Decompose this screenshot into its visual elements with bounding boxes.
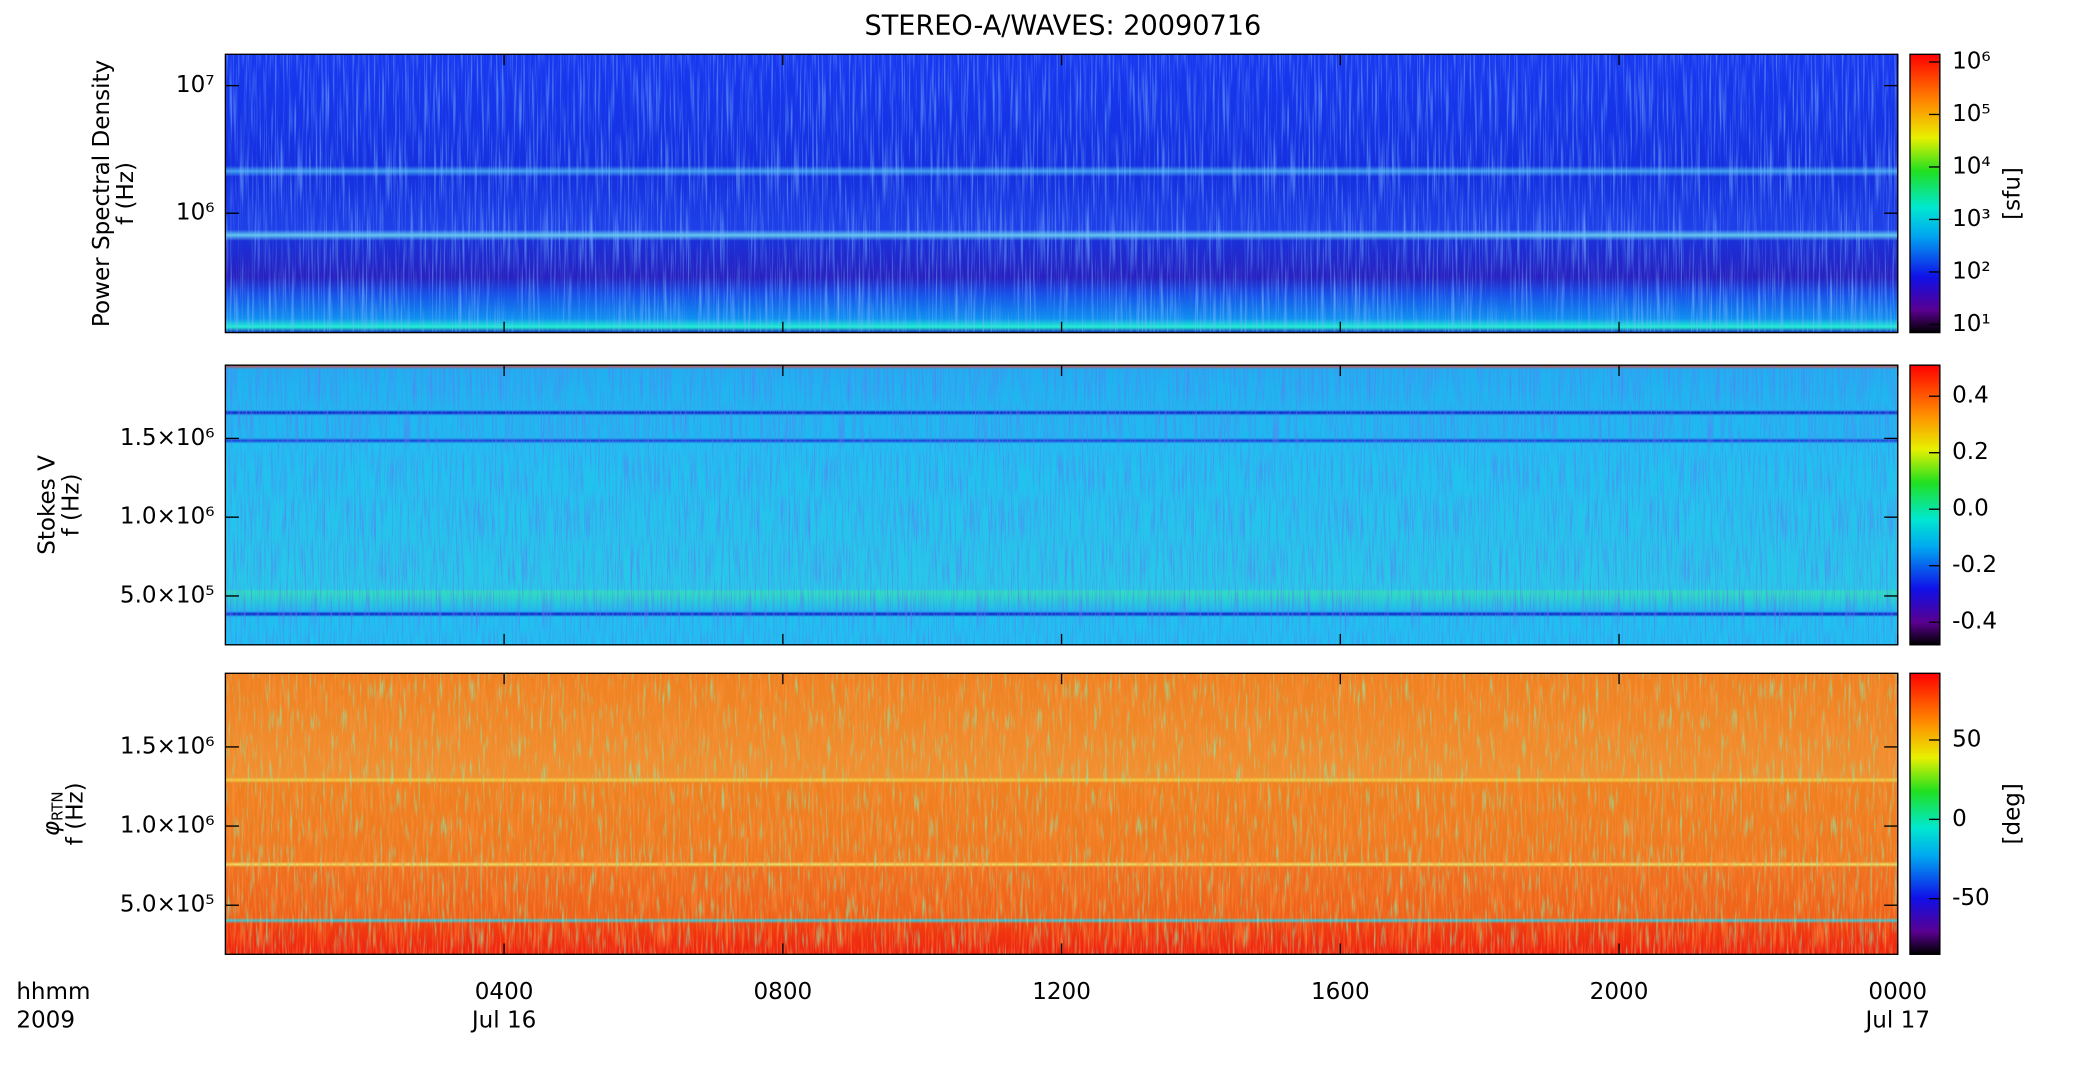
y-axis-title: Power Spectral Density bbox=[88, 60, 114, 327]
colorbar bbox=[1909, 53, 1941, 334]
x-tick-label: 0800 bbox=[753, 979, 812, 1005]
y-tick-label: 5.0×10⁵ bbox=[120, 582, 215, 608]
colorbar-tick-label: 0.0 bbox=[1952, 496, 1989, 522]
y-tick-label: 1.0×10⁶ bbox=[120, 813, 215, 839]
x-tick-label: 1200 bbox=[1032, 979, 1091, 1005]
y-tick-label: 10⁶ bbox=[176, 200, 215, 226]
y-axis-title-sub: RTN bbox=[48, 791, 66, 821]
y-tick-label: 1.5×10⁶ bbox=[120, 425, 215, 451]
y-tick-label: 1.5×10⁶ bbox=[120, 733, 215, 759]
colorbar-label-group: [sfu] bbox=[2000, 167, 2026, 220]
x-axis-label: 2009 bbox=[16, 1007, 75, 1033]
y-axis-unit: f (Hz) bbox=[58, 474, 84, 537]
y-axis-title: φRTN bbox=[38, 791, 66, 836]
x-tick-label: 2000 bbox=[1590, 979, 1649, 1005]
x-axis-label: hhmm bbox=[16, 979, 90, 1005]
colorbar-label: [sfu] bbox=[2000, 167, 2026, 220]
y-axis-unit: f (Hz) bbox=[113, 162, 139, 225]
y-axis-title-main: φ bbox=[38, 821, 64, 836]
y-tick-label: 10⁷ bbox=[176, 72, 215, 98]
y-axis-title: Stokes V bbox=[34, 455, 60, 555]
colorbar bbox=[1909, 364, 1941, 646]
x-tick-label: 1600 bbox=[1311, 979, 1370, 1005]
spectrogram-texture bbox=[225, 365, 1898, 645]
chart-title: STEREO-A/WAVES: 20090716 bbox=[865, 11, 1262, 42]
x-tick-label: 0000 bbox=[1868, 979, 1927, 1005]
colorbar bbox=[1909, 672, 1941, 955]
x-date-label: Jul 17 bbox=[1864, 1007, 1931, 1033]
spectrogram-texture bbox=[225, 54, 1898, 333]
colorbar-tick-label: -50 bbox=[1952, 885, 1990, 911]
colorbar-tick-label: 10⁴ bbox=[1952, 153, 1991, 179]
colorbar-tick-label: 10² bbox=[1952, 258, 1991, 284]
colorbar-tick-label: 0.4 bbox=[1952, 383, 1989, 409]
colorbar-tick-label: -0.4 bbox=[1952, 609, 1997, 635]
colorbar-tick-label: 0 bbox=[1952, 806, 1967, 832]
colorbar-tick-label: 0.2 bbox=[1952, 439, 1989, 465]
y-tick-label: 5.0×10⁵ bbox=[120, 892, 215, 918]
y-axis-unit: f (Hz) bbox=[63, 782, 89, 845]
y-tick-label: 1.0×10⁶ bbox=[120, 504, 215, 530]
colorbar-label: [deg] bbox=[2000, 783, 2026, 844]
colorbar-tick-label: 10³ bbox=[1952, 206, 1991, 232]
y-axis-title-main: Power Spectral Density bbox=[88, 60, 114, 327]
x-tick-label: 0400 bbox=[475, 979, 534, 1005]
colorbar-tick-label: -0.2 bbox=[1952, 552, 1997, 578]
y-axis-title-main: Stokes V bbox=[34, 455, 60, 555]
colorbar-tick-label: 10¹ bbox=[1952, 311, 1991, 337]
colorbar-tick-label: 10⁵ bbox=[1952, 101, 1991, 127]
colorbar-label-group: [deg] bbox=[2000, 783, 2026, 844]
colorbar-tick-label: 50 bbox=[1952, 726, 1981, 752]
y-axis-label: Stokes Vf (Hz) bbox=[34, 455, 84, 555]
x-date-label: Jul 16 bbox=[470, 1007, 537, 1033]
spectrogram-texture bbox=[225, 673, 1898, 955]
colorbar-tick-label: 10⁶ bbox=[1952, 48, 1991, 74]
